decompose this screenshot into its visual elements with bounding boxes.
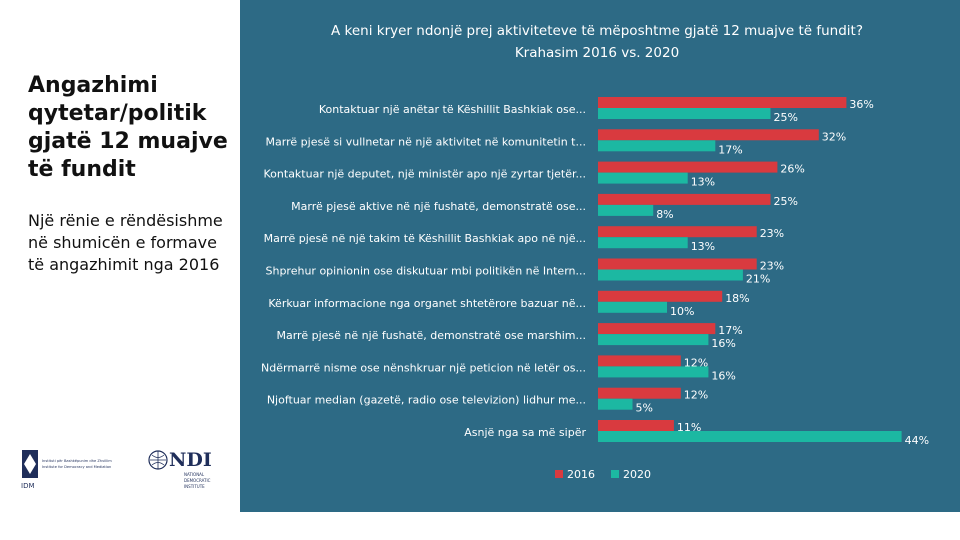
category-label: Marrë pjesë aktive në një fushatë, demon… [291,200,586,213]
value-label-2016: 12% [684,356,708,369]
category-label: Kontaktuar një anëtar të Këshillit Bashk… [319,103,586,116]
value-label-2020: 10% [670,305,694,318]
value-label-2016: 25% [774,195,798,208]
value-label-2020: 16% [711,337,735,350]
value-label-2016: 32% [822,130,846,143]
value-label-2020: 21% [746,273,770,286]
value-label-2016: 11% [677,421,701,434]
bar-2020 [598,301,667,313]
category-label: Marrë pjesë në një fushatë, demonstratë … [276,329,586,342]
bar-2016 [598,193,771,205]
bar-2016 [598,226,757,238]
value-label-2020: 13% [691,176,715,189]
ndi-text-1: NATIONAL [184,472,205,477]
value-label-2020: 5% [636,402,653,415]
iddm-text-2: Institute for Democracy and Mediation [42,465,111,469]
chart-title-line2: Krahasim 2016 vs. 2020 [514,45,680,61]
left-panel: Angazhimi qytetar/politik gjatë 12 muajv… [0,0,238,540]
value-label-2020: 13% [691,240,715,253]
category-label: Ndërmarrë nisme ose nënshkruar një petic… [261,361,586,374]
legend-swatch-2020 [611,470,619,478]
legend-swatch-2016 [555,470,563,478]
value-label-2016: 12% [684,389,708,402]
ndi-label: NDI [169,449,212,471]
value-label-2020: 8% [656,208,673,221]
category-label: Shprehur opinionin ose diskutuar mbi pol… [266,265,587,278]
legend-label-2020: 2020 [623,468,651,481]
value-label-2016: 36% [849,98,873,111]
iddm-logo: IDM Instituti për Bashkëpunim dhe Zhvill… [21,450,112,490]
value-label-2016: 26% [780,163,804,176]
bar-2016 [598,323,716,335]
legend-label-2016: 2016 [567,468,595,481]
chart-title-line1: A keni kryer ndonjë prej aktiviteteve të… [331,23,863,39]
category-label: Asnjë nga sa më sipër [464,426,586,439]
logos: IDM Instituti për Bashkëpunim dhe Zhvill… [21,449,212,490]
bar-2016 [598,420,674,431]
category-label: Kontaktuar një deputet, një ministër apo… [264,168,586,181]
page-subtext: Një rënie e rëndësishme në shumicën e fo… [28,211,223,274]
value-label-2016: 18% [725,292,749,305]
bar-2020 [598,108,771,119]
bar-2020 [598,366,709,378]
page-heading: Angazhimi qytetar/politik gjatë 12 muajv… [28,73,228,182]
category-label: Marrë pjesë si vullnetar në një aktivite… [266,135,586,148]
category-label: Njoftuar median (gazetë, radio ose telev… [267,394,586,407]
bar-2020 [598,269,743,281]
bar-2016 [598,290,723,302]
bar-2020 [598,237,688,249]
value-label-2020: 16% [711,369,735,382]
bar-2020 [598,172,688,184]
ndi-text-3: INSTITUTE [184,484,205,489]
bar-2016 [598,387,681,399]
bar-2020 [598,398,633,410]
category-label: Marrë pjesë në një takim të Këshillit Ba… [264,232,586,245]
value-label-2020: 25% [774,111,798,124]
bar-2016 [598,97,847,108]
ndi-logo: NDI NATIONAL DEMOCRATIC INSTITUTE [148,449,212,489]
bar-2020 [598,431,902,442]
value-label-2016: 23% [760,260,784,273]
value-label-2020: 17% [718,143,742,156]
value-label-2016: 17% [718,324,742,337]
chart-title: A keni kryer ndonjë prej aktiviteteve të… [240,20,954,64]
bar-2016 [598,258,757,270]
bar-2016 [598,355,681,367]
bar-2016 [598,161,778,173]
category-label: Kërkuar informacione nga organet shtetër… [268,297,586,310]
iddm-text-1: Instituti për Bashkëpunim dhe Zhvillim [42,459,112,463]
value-label-2020: 44% [905,434,929,447]
bar-2020 [598,334,709,346]
ndi-text-2: DEMOCRATIC [184,478,211,483]
bar-2020 [598,204,654,216]
iddm-label: IDM [21,482,35,490]
bar-2016 [598,129,819,141]
bar-2020 [598,140,716,152]
value-label-2016: 23% [760,227,784,240]
